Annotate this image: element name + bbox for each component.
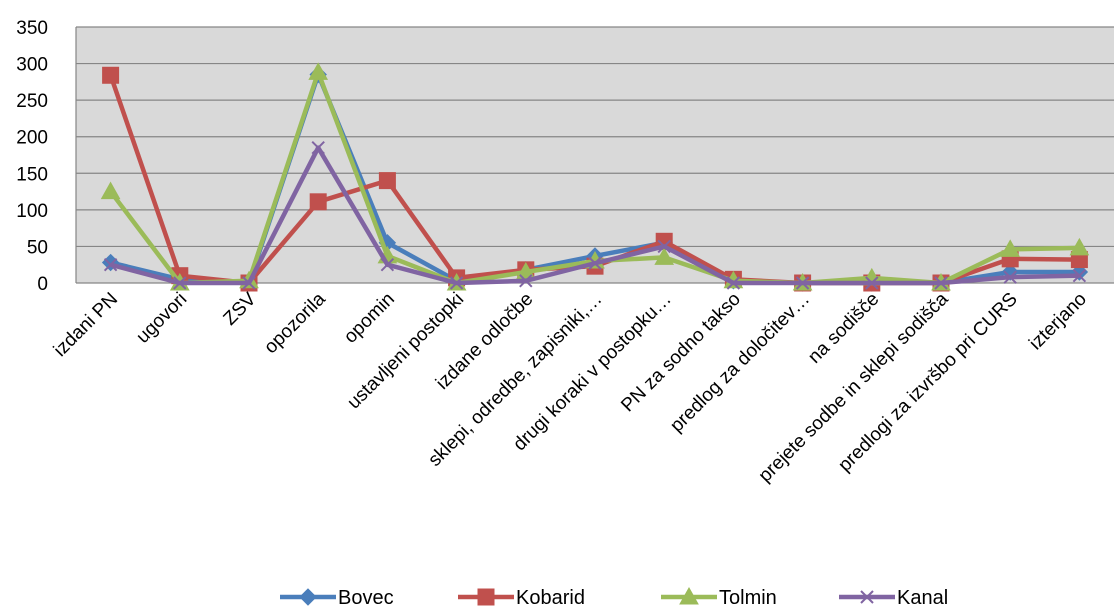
legend-item-kanal: Kanal (839, 587, 948, 608)
data-point (1000, 239, 1021, 257)
x-tick-label: ZSV (220, 288, 261, 329)
data-point (380, 258, 395, 272)
x-tick-label: izterjano (1025, 289, 1091, 355)
data-point (654, 247, 675, 265)
data-point (309, 193, 327, 211)
legend-label: Kobarid (516, 587, 585, 608)
legend-label: Tolmin (719, 587, 777, 608)
legend-marker (679, 586, 699, 605)
data-point (100, 181, 121, 200)
data-point (657, 239, 671, 254)
y-tick-label: 350 (16, 18, 48, 39)
plot-background (76, 27, 1114, 283)
y-tick-label: 100 (16, 201, 48, 222)
y-tick-label: 300 (16, 55, 48, 76)
x-axis: izdani PN ugovori ZSV opozorila opominustavl… (50, 288, 1091, 486)
data-point (795, 276, 810, 290)
legend-marker (299, 588, 317, 606)
data-point (449, 276, 464, 290)
legend-label: Bovec (338, 587, 394, 608)
data-point (1072, 268, 1087, 283)
y-tick-label: 150 (16, 164, 48, 185)
data-point (865, 276, 879, 290)
data-point (102, 66, 120, 84)
y-axis: 0 50 100 150 200 250 300 350 (16, 18, 48, 295)
data-point (378, 172, 396, 190)
data-point (308, 62, 329, 80)
x-tick-label: predlog za določitev… (666, 289, 814, 437)
data-point (311, 140, 325, 155)
x-tick-label: opozorila (260, 288, 330, 358)
data-point (726, 276, 741, 290)
series-group (100, 62, 1090, 292)
data-point (242, 276, 256, 290)
legend: Bovec Kobarid Tolmin Kanal (280, 586, 948, 608)
legend-marker (477, 588, 495, 606)
plot-area (75, 26, 1114, 284)
x-tick-label: opomin (340, 289, 399, 348)
x-tick-label: ugovori (132, 289, 191, 348)
data-point (934, 276, 948, 290)
x-tick-label: ustavljeni postopki (343, 289, 468, 414)
y-tick-label: 250 (16, 91, 48, 112)
data-point (1069, 237, 1090, 256)
legend-label: Kanal (897, 587, 948, 608)
data-point (173, 276, 187, 290)
legend-marker (860, 590, 874, 604)
series-kanal (103, 140, 1087, 290)
data-point (519, 274, 533, 288)
legend-item-bovec: Bovec (280, 587, 394, 608)
legend-item-kobarid: Kobarid (458, 587, 585, 608)
x-tick-label: PN za sodno takso (617, 289, 745, 417)
y-tick-label: 200 (16, 128, 48, 149)
data-point (103, 258, 118, 272)
y-tick-label: 0 (37, 274, 48, 295)
x-tick-label: izdani PN (50, 289, 122, 361)
data-point (588, 256, 602, 270)
data-point (1003, 270, 1017, 284)
y-tick-label: 50 (27, 237, 48, 258)
legend-item-tolmin: Tolmin (661, 586, 777, 608)
